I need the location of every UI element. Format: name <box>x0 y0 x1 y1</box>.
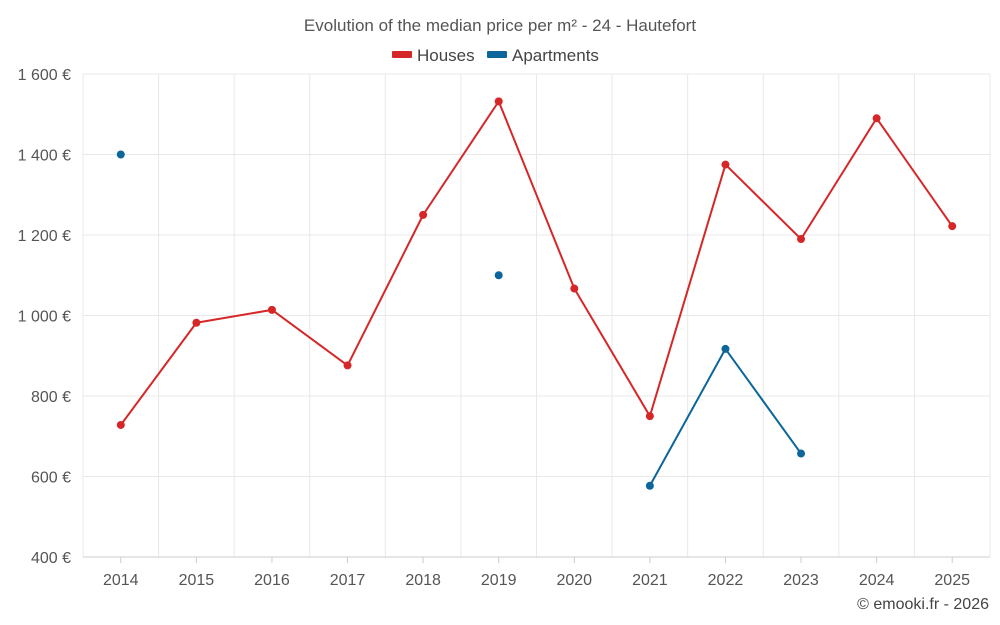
legend-item-houses[interactable]: Houses <box>392 46 475 65</box>
y-tick-label: 1 000 € <box>18 309 71 326</box>
series-apartments <box>116 150 806 490</box>
legend: Houses Apartments <box>392 46 599 65</box>
x-tick-label-2025: 2025 <box>934 572 970 589</box>
y-tick-label: 400 € <box>31 550 71 567</box>
point-houses-2024[interactable] <box>872 114 881 123</box>
x-tick-label-2015: 2015 <box>179 572 215 589</box>
point-houses-2022[interactable] <box>721 160 730 169</box>
y-tick-label: 800 € <box>31 389 71 406</box>
credit-text: © emooki.fr - 2026 <box>857 596 989 613</box>
x-tick-label-2022: 2022 <box>708 572 744 589</box>
point-houses-2014[interactable] <box>116 420 125 429</box>
point-houses-2023[interactable] <box>797 235 806 244</box>
line-segment-houses <box>724 163 803 241</box>
y-tick-label: 600 € <box>31 470 71 487</box>
line-segment-houses <box>800 117 878 241</box>
x-tick-label-2020: 2020 <box>556 572 592 589</box>
legend-item-apartments[interactable]: Apartments <box>487 46 599 65</box>
point-apartments-2019[interactable] <box>494 271 503 280</box>
axes: 400 € 600 € 800 € 1 000 € 1 200 € 1 400 € 1 60… <box>18 67 990 589</box>
point-houses-2018[interactable] <box>419 210 428 219</box>
legend-swatch-apartments <box>487 51 507 58</box>
x-tick-label-2014: 2014 <box>103 572 139 589</box>
x-tick-label-2021: 2021 <box>632 572 668 589</box>
point-houses-2020[interactable] <box>570 284 579 293</box>
line-segment-apartments <box>724 347 803 455</box>
x-tick-label-2024: 2024 <box>859 572 895 589</box>
point-apartments-2021[interactable] <box>645 481 654 490</box>
y-tick-label: 1 600 € <box>18 67 71 84</box>
point-apartments-2014[interactable] <box>116 150 125 159</box>
y-tick-label: 1 400 € <box>18 148 71 165</box>
legend-swatch-houses <box>392 51 412 58</box>
point-houses-2017[interactable] <box>343 361 352 370</box>
line-segment-houses <box>497 100 576 290</box>
point-apartments-2022[interactable] <box>721 344 730 353</box>
series-houses <box>116 97 957 429</box>
chart-title: Evolution of the median price per m² - 2… <box>304 16 696 35</box>
line-segment-houses <box>346 213 425 367</box>
x-tick-label-2018: 2018 <box>405 572 441 589</box>
line-segment-houses <box>573 287 651 418</box>
y-tick-label: 1 200 € <box>18 228 71 245</box>
x-tick-label-2023: 2023 <box>783 572 819 589</box>
x-tick-label-2019: 2019 <box>481 572 517 589</box>
point-houses-2019[interactable] <box>494 97 503 106</box>
series-layer <box>116 97 957 490</box>
line-segment-houses <box>648 163 727 418</box>
line-segment-houses <box>119 321 198 426</box>
point-houses-2016[interactable] <box>267 305 276 314</box>
x-tick-label-2017: 2017 <box>330 572 366 589</box>
line-segment-houses <box>875 117 954 228</box>
point-houses-2021[interactable] <box>645 412 654 421</box>
line-segment-houses <box>270 308 349 367</box>
line-segment-houses <box>422 100 500 216</box>
x-tick-label-2016: 2016 <box>254 572 290 589</box>
point-houses-2015[interactable] <box>192 318 201 327</box>
point-houses-2025[interactable] <box>948 222 957 231</box>
grid-lines <box>82 73 991 557</box>
line-segment-apartments <box>648 347 727 487</box>
point-apartments-2023[interactable] <box>797 449 806 458</box>
line-segment-houses <box>195 308 273 324</box>
legend-label-apartments: Apartments <box>512 46 599 65</box>
legend-label-houses: Houses <box>417 46 475 65</box>
